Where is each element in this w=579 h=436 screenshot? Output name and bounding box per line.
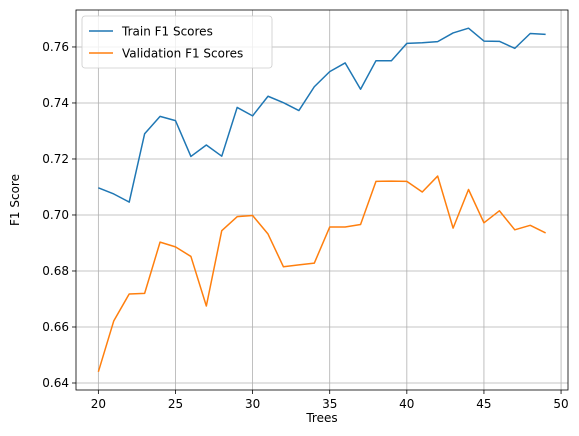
legend: Train F1 Scores Validation F1 Scores — [81, 15, 273, 69]
plot-frame — [75, 9, 569, 391]
x-axis-title: Trees — [305, 411, 337, 425]
x-tick-label: 40 — [399, 397, 414, 411]
y-tick-label: 0.74 — [42, 96, 69, 110]
legend-label-train: Train F1 Scores — [121, 25, 213, 39]
y-tick-label: 0.72 — [42, 152, 69, 166]
x-tick-label: 35 — [322, 397, 337, 411]
x-tick-label: 50 — [553, 397, 568, 411]
grid — [76, 10, 568, 390]
x-tick-label: 25 — [168, 397, 183, 411]
x-tick-label: 20 — [91, 397, 106, 411]
axis-ticks: 20 25 30 35 40 45 50 0.64 0.66 0.68 0.70 0.72 0.74 0.… — [42, 40, 568, 411]
y-tick-label: 0.68 — [42, 264, 69, 278]
x-tick-label: 45 — [476, 397, 491, 411]
series-line-train — [98, 27, 546, 203]
series-line-validation — [97, 175, 546, 373]
y-tick-label: 0.66 — [42, 320, 69, 334]
y-axis-title: F1 Score — [8, 174, 22, 226]
y-tick-label: 0.64 — [42, 376, 69, 390]
series-lines — [97, 27, 546, 373]
legend-label-validation: Validation F1 Scores — [122, 47, 243, 61]
x-tick-label: 30 — [245, 397, 260, 411]
y-tick-label: 0.76 — [42, 40, 69, 54]
y-tick-label: 0.70 — [42, 208, 69, 222]
legend-box — [81, 15, 273, 69]
